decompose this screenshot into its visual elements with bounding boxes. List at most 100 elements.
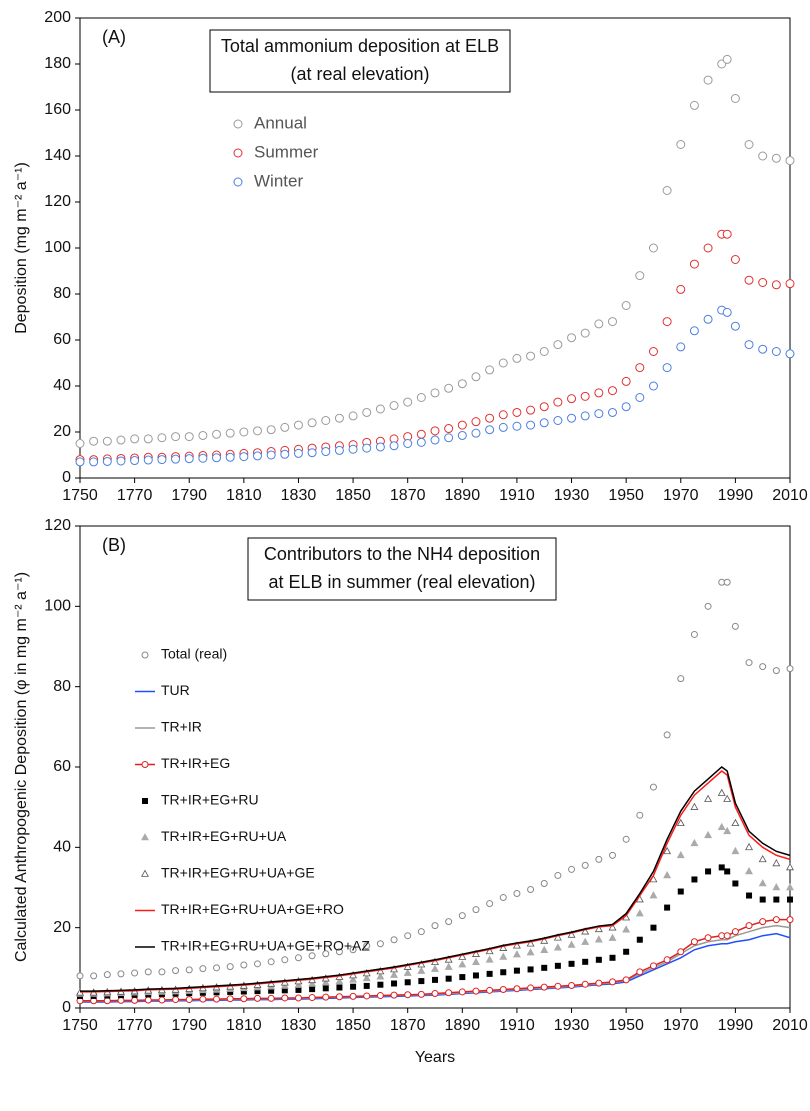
data-point	[512, 941, 521, 949]
legend-label: Annual	[254, 113, 307, 132]
data-point	[458, 960, 467, 968]
data-point	[184, 432, 194, 442]
data-point	[731, 846, 740, 855]
x-tick-label: 1970	[663, 1017, 699, 1034]
data-point	[321, 447, 331, 457]
data-point	[254, 960, 261, 968]
data-point	[308, 952, 316, 960]
data-point	[723, 932, 731, 940]
data-point	[76, 972, 84, 980]
data-point	[635, 363, 645, 373]
data-point	[199, 965, 207, 973]
data-point	[513, 985, 521, 993]
data-point	[403, 397, 413, 407]
data-point	[445, 989, 453, 997]
x-tick-label: 1770	[117, 487, 153, 504]
legend-marker	[141, 833, 149, 841]
data-point	[771, 347, 781, 356]
data-point	[349, 992, 357, 1000]
series-line	[80, 770, 791, 993]
data-point	[349, 975, 358, 983]
data-point	[239, 452, 249, 462]
data-point	[444, 955, 453, 963]
data-point	[172, 967, 180, 975]
title-box	[209, 29, 511, 93]
data-point	[172, 996, 180, 1004]
data-point	[731, 818, 740, 827]
data-point	[130, 434, 140, 444]
data-point	[362, 969, 371, 977]
data-point	[266, 450, 276, 460]
data-point	[759, 918, 767, 926]
data-point	[171, 432, 181, 442]
data-point	[703, 314, 713, 324]
data-point	[431, 922, 439, 930]
data-point	[348, 411, 358, 421]
data-point	[745, 867, 754, 875]
legend-label: TUR	[161, 682, 190, 698]
data-point	[471, 372, 481, 382]
data-point	[676, 284, 686, 294]
data-point	[376, 940, 384, 948]
data-point	[485, 425, 495, 435]
data-point	[281, 994, 289, 1002]
data-point	[254, 994, 261, 1002]
data-point	[349, 946, 357, 954]
y-tick-label: 40	[53, 839, 71, 856]
data-point	[89, 457, 99, 467]
data-point	[334, 445, 344, 455]
data-point	[280, 422, 290, 432]
data-point	[648, 347, 658, 356]
data-point	[363, 992, 371, 1000]
data-point	[553, 933, 562, 941]
chart-subtitle: at ELB in summer (real elevation)	[268, 572, 535, 592]
y-tick-label: 0	[62, 999, 71, 1016]
data-point	[198, 430, 208, 440]
data-point	[608, 933, 617, 941]
panel-label: (A)	[102, 27, 126, 47]
data-point	[185, 966, 193, 974]
data-point	[512, 421, 522, 431]
data-point	[745, 842, 754, 851]
data-point	[722, 54, 732, 64]
data-point	[363, 982, 370, 989]
data-point	[334, 413, 344, 423]
data-point	[554, 982, 562, 990]
data-point	[689, 100, 699, 110]
legend-label: TR+IR+EG+RU+UA+GE+RO	[161, 901, 344, 917]
data-point	[771, 153, 781, 163]
data-point	[731, 928, 739, 936]
data-point	[676, 342, 686, 352]
data-point	[416, 429, 426, 439]
data-point	[225, 428, 235, 438]
legend-marker	[233, 148, 243, 158]
data-point	[649, 891, 658, 899]
data-point	[458, 912, 466, 920]
data-point	[267, 958, 275, 966]
data-point	[512, 353, 522, 363]
data-point	[295, 986, 302, 993]
data-point	[281, 987, 288, 994]
data-point	[635, 271, 645, 281]
chart-subtitle: (at real elevation)	[290, 64, 429, 84]
data-point	[676, 140, 686, 149]
data-point	[322, 993, 330, 1001]
data-point	[580, 391, 590, 401]
y-axis-label: Calculated Anthropogenic Deposition (φ i…	[13, 572, 30, 962]
data-point	[786, 883, 794, 891]
data-point	[772, 916, 780, 924]
data-point	[457, 430, 467, 440]
data-point	[472, 906, 480, 914]
data-point	[723, 826, 732, 835]
data-point	[772, 858, 781, 867]
data-point	[144, 996, 152, 1004]
data-point	[117, 996, 125, 1004]
data-point	[663, 871, 672, 879]
data-point	[541, 964, 548, 971]
y-axis-label: Deposition (mg m⁻² a⁻¹)	[13, 162, 30, 334]
data-point	[772, 667, 780, 675]
y-tick-label: 160	[44, 101, 71, 118]
y-tick-label: 100	[44, 598, 71, 615]
data-point	[595, 979, 603, 987]
data-point	[786, 916, 794, 924]
